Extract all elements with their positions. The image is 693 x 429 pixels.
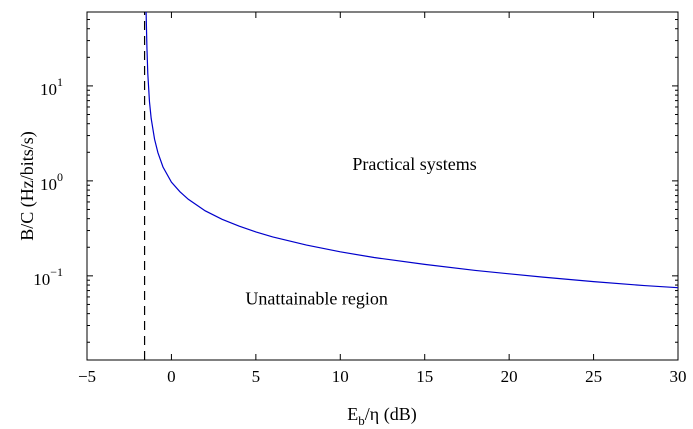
annotation-label: Unattainable region <box>245 288 387 308</box>
y-axis-label: B/C (Hz/bits/s) <box>17 131 38 241</box>
y-tick-label: 10−1 <box>33 265 63 289</box>
y-tick-label: 100 <box>40 170 63 194</box>
x-axis-ticks: −5 0 5 10 15 20 25 30 <box>78 12 687 386</box>
y-tick-label: 101 <box>40 75 63 99</box>
x-tick-label: 30 <box>670 367 687 386</box>
plot-area-frame <box>86 11 679 361</box>
x-tick-label: −5 <box>78 367 96 386</box>
x-tick-label: 0 <box>167 367 176 386</box>
series-layer <box>143 12 678 360</box>
x-axis-label: Eb/η (dB) <box>347 404 416 428</box>
x-tick-label: 25 <box>585 367 602 386</box>
series-line <box>145 12 678 289</box>
x-tick-label: 5 <box>252 367 261 386</box>
x-axis-label-subscript: b <box>358 413 365 428</box>
x-tick-label: 10 <box>332 367 349 386</box>
x-tick-label: 15 <box>416 367 433 386</box>
annotation-label: Practical systems <box>352 154 476 174</box>
x-axis-label-rest: /η (dB) <box>365 404 417 425</box>
x-tick-label: 20 <box>501 367 518 386</box>
y-axis-ticks: 101 100 10−1 <box>33 11 678 343</box>
annotations: Practical systems Unattainable region <box>245 154 476 308</box>
x-axis-label-base: E <box>347 404 358 424</box>
